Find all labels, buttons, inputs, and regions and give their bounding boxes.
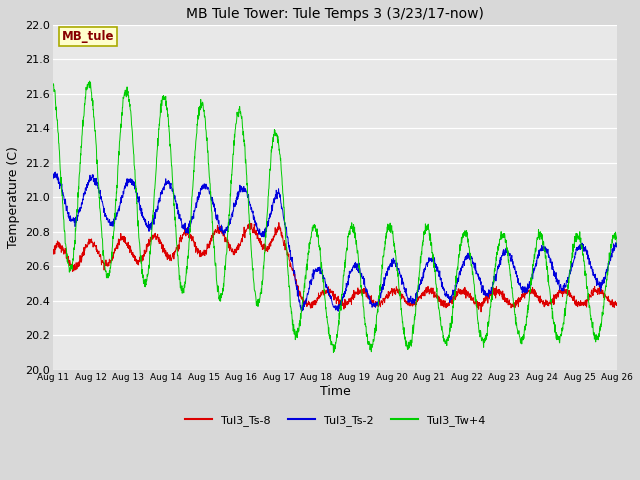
Title: MB Tule Tower: Tule Temps 3 (3/23/17-now): MB Tule Tower: Tule Temps 3 (3/23/17-now…: [186, 7, 484, 21]
Y-axis label: Temperature (C): Temperature (C): [7, 146, 20, 248]
Legend: Tul3_Ts-8, Tul3_Ts-2, Tul3_Tw+4: Tul3_Ts-8, Tul3_Ts-2, Tul3_Tw+4: [180, 410, 490, 430]
X-axis label: Time: Time: [320, 384, 351, 397]
Text: MB_tule: MB_tule: [61, 30, 114, 43]
